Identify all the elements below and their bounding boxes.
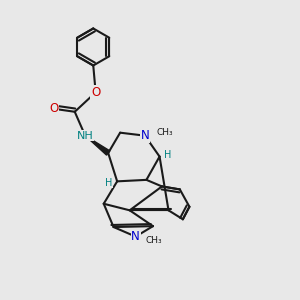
Text: H: H [164, 150, 172, 161]
Polygon shape [85, 136, 110, 155]
Text: H: H [105, 178, 112, 188]
Text: NH: NH [77, 131, 94, 141]
Text: CH₃: CH₃ [145, 236, 162, 245]
Text: O: O [49, 102, 58, 115]
Text: N: N [140, 129, 149, 142]
Text: N: N [131, 230, 140, 243]
Text: CH₃: CH₃ [156, 128, 173, 136]
Text: O: O [91, 86, 100, 99]
